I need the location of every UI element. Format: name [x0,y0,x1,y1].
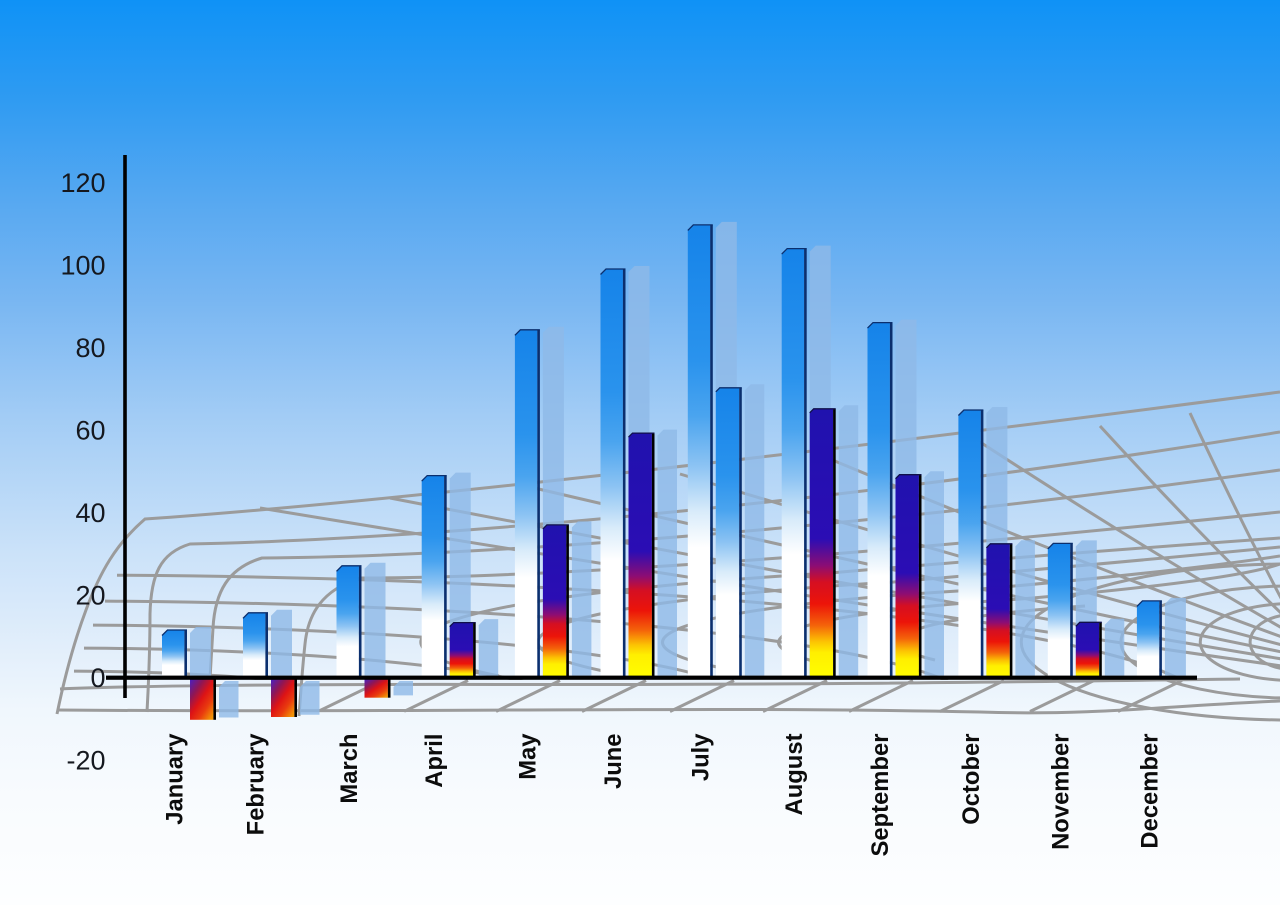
svg-text:80: 80 [75,333,105,363]
svg-text:20: 20 [75,581,105,611]
svg-text:March: March [336,734,363,804]
svg-text:January: January [162,733,189,825]
svg-text:July: July [687,733,714,781]
svg-text:0: 0 [90,663,105,693]
svg-text:November: November [1047,734,1074,850]
svg-text:April: April [421,734,448,788]
svg-text:-20: -20 [66,746,105,776]
svg-text:August: August [781,733,808,815]
svg-text:60: 60 [75,416,105,446]
svg-text:100: 100 [60,251,105,281]
svg-text:120: 120 [60,168,105,198]
svg-text:February: February [243,733,270,836]
svg-text:June: June [600,734,627,790]
svg-text:May: May [514,733,541,780]
svg-text:October: October [958,734,985,825]
svg-text:December: December [1136,734,1163,849]
svg-text:40: 40 [75,498,105,528]
svg-text:September: September [867,734,894,857]
